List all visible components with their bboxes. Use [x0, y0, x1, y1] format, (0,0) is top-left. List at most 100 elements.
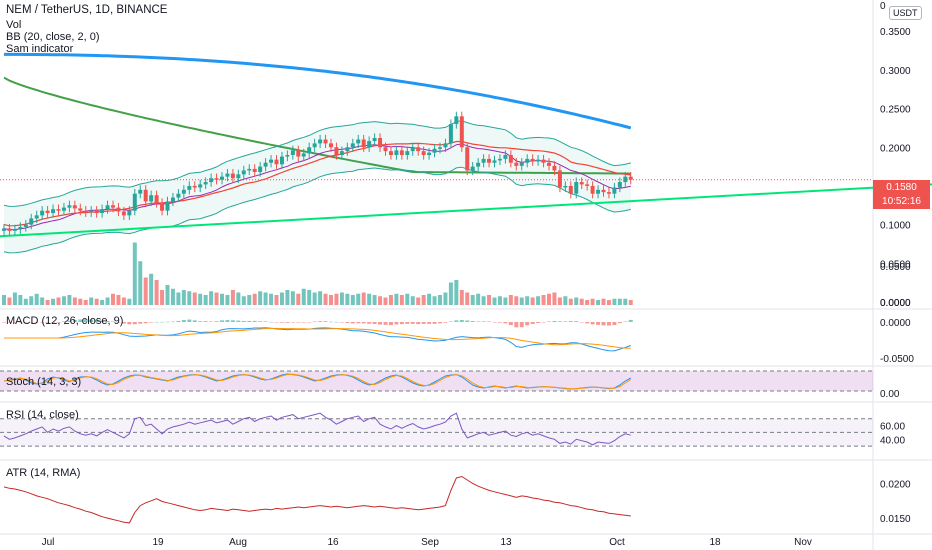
candle-body-84 — [459, 116, 464, 148]
macd-hist-66 — [361, 322, 366, 324]
candle-body-107 — [585, 184, 590, 186]
volume-bar-28 — [154, 280, 159, 305]
volume-bar-68 — [372, 295, 377, 305]
volume-bar-25 — [138, 261, 143, 305]
volume-bar-100 — [547, 293, 551, 305]
countdown-tag: 10:52:16 — [873, 194, 930, 209]
macd-hist-38 — [209, 321, 214, 322]
macd-hist-44 — [241, 320, 246, 322]
macd-hist-91 — [497, 322, 502, 323]
candle-body-33 — [181, 189, 186, 194]
volume-bar-5 — [29, 296, 34, 305]
macd-hist-3 — [18, 322, 23, 323]
volume-bar-55 — [301, 288, 306, 305]
macd-hist-45 — [247, 320, 252, 322]
volume-bar-23 — [127, 298, 132, 305]
volume-bar-104 — [568, 298, 573, 305]
candle-body-109 — [596, 189, 601, 194]
volume-bar-70 — [383, 297, 388, 305]
candle-body-54 — [296, 150, 301, 157]
macd-hist-17 — [94, 319, 99, 322]
candle-body-3 — [18, 226, 23, 230]
candle-body-4 — [23, 224, 28, 227]
macd-line — [4, 327, 631, 352]
volume-bar-98 — [536, 296, 541, 305]
candle-body-81 — [443, 143, 448, 148]
volume-bar-82 — [448, 282, 453, 305]
atr-legend[interactable]: ATR (14, RMA) — [6, 467, 81, 479]
volume-bar-53 — [290, 291, 295, 305]
candle-body-26 — [143, 189, 148, 202]
volume-bar-49 — [269, 293, 274, 305]
rsi-line — [3, 412, 631, 446]
macd-legend[interactable]: MACD (12, 26, close, 9) — [6, 315, 124, 327]
volume-bar-84 — [459, 290, 464, 305]
macd-hist-87 — [476, 321, 481, 322]
candle-body-103 — [563, 185, 568, 188]
macd-hist-73 — [399, 322, 404, 325]
time-tick-label-4: Sep — [421, 537, 439, 548]
macd-hist-88 — [481, 321, 486, 322]
candle-body-15 — [83, 210, 88, 213]
candle-body-108 — [590, 185, 595, 194]
vol-legend[interactable]: Vol — [6, 19, 22, 31]
candle-body-86 — [470, 166, 475, 171]
candle-body-44 — [241, 170, 246, 175]
macd-hist-68 — [372, 322, 377, 324]
volume-bar-95 — [519, 297, 524, 305]
macd-hist-28 — [154, 321, 159, 323]
candle-body-30 — [165, 201, 170, 211]
volume-bar-72 — [394, 293, 399, 305]
volume-bar-97 — [530, 297, 535, 305]
time-tick-label-5: 13 — [500, 537, 512, 548]
candle-body-94 — [514, 162, 519, 166]
volume-bar-112 — [612, 298, 617, 305]
symbol-title[interactable]: NEM / TetherUS, 1D, BINANCE — [6, 4, 168, 16]
volume-bar-34 — [187, 291, 192, 305]
candle-body-29 — [160, 202, 165, 211]
currency-button[interactable]: USDT — [889, 6, 922, 20]
macd-hist-89 — [487, 321, 492, 323]
rsi-tick-label-0: 60.00 — [880, 422, 905, 433]
volume-bar-79 — [432, 296, 437, 305]
volume-bar-114 — [623, 298, 628, 305]
price-tick-label-7: 0.0000 — [880, 298, 911, 309]
macd-hist-60 — [329, 321, 333, 323]
candle-body-38 — [209, 178, 214, 183]
volume-bar-102 — [557, 297, 562, 305]
macd-hist-37 — [203, 321, 208, 322]
volume-bar-15 — [83, 300, 88, 305]
candle-body-32 — [176, 193, 181, 198]
candle-body-88 — [481, 158, 486, 163]
time-tick-label-7: 18 — [709, 537, 721, 548]
time-tick-label-1: 19 — [152, 537, 164, 548]
macd-hist-78 — [427, 322, 432, 324]
volume-bar-39 — [214, 292, 219, 305]
candle-body-50 — [274, 159, 279, 165]
macd-hist-100 — [547, 321, 551, 322]
macd-hist-72 — [394, 322, 399, 325]
candle-body-56 — [307, 147, 312, 154]
sam-indicator-legend[interactable]: Sam indicator — [6, 43, 74, 55]
macd-hist-15 — [83, 319, 88, 322]
candle-body-101 — [552, 165, 557, 171]
rsi-legend[interactable]: RSI (14, close) — [6, 409, 79, 421]
candle-body-114 — [623, 176, 628, 183]
macd-hist-55 — [301, 322, 306, 323]
stoch-legend[interactable]: Stoch (14, 3, 3) — [6, 376, 82, 388]
candle-body-52 — [285, 155, 290, 157]
volume-bar-18 — [100, 300, 105, 305]
candle-body-1 — [7, 228, 12, 231]
candle-body-23 — [127, 210, 132, 216]
bb-legend[interactable]: BB (20, close, 2, 0) — [6, 31, 100, 43]
volume-bar-27 — [149, 273, 154, 305]
volume-bar-33 — [181, 290, 186, 305]
candle-body-35 — [192, 185, 197, 188]
volume-bar-103 — [563, 296, 568, 305]
candle-body-105 — [574, 182, 579, 194]
candle-body-74 — [405, 151, 410, 155]
candle-body-70 — [383, 147, 388, 152]
macd-hist-75 — [410, 322, 415, 324]
candle-body-51 — [279, 156, 284, 165]
